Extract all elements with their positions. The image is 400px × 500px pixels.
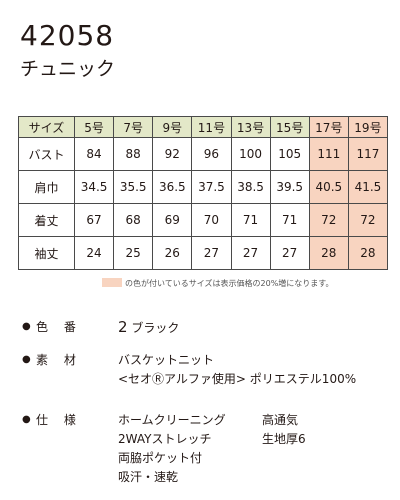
bullet-icon: ●: [22, 321, 31, 332]
table-row-sleeve: 袖丈 24 25 26 27 27 27 28 28: [18, 236, 389, 270]
table-cell-premium: 28: [308, 236, 349, 270]
size-header-cell: 13号: [230, 116, 271, 138]
table-cell: 38.5: [230, 170, 271, 204]
spec-label: 仕 様: [36, 413, 82, 427]
table-cell-premium: 111: [308, 137, 349, 171]
table-cell: 27: [191, 236, 232, 270]
feature-item: 生地厚6: [262, 432, 306, 446]
material-line1: バスケットニット: [118, 353, 215, 367]
size-table: サイズ 5号 7号 9号 11号 13号 15号 17号 19号 バスト 84 …: [18, 116, 389, 270]
table-cell: 92: [152, 137, 193, 171]
size-header-cell: 7号: [113, 116, 154, 138]
size-header-cell: 9号: [152, 116, 193, 138]
table-cell: 35.5: [113, 170, 154, 204]
feature-item: 両脇ポケット付: [118, 451, 203, 465]
feature-item: 高通気: [262, 413, 299, 427]
feature-item: 2WAYストレッチ: [118, 432, 212, 446]
table-cell: 27: [269, 236, 310, 270]
size-header-cell-premium: 17号: [308, 116, 349, 138]
table-cell: 36.5: [152, 170, 193, 204]
table-cell: 88: [113, 137, 154, 171]
legend-swatch: [102, 278, 122, 287]
table-cell: 39.5: [269, 170, 310, 204]
table-cell-premium: 72: [308, 203, 349, 237]
material-line2: <セオⓇアルファ使用> ポリエステル100%: [118, 372, 357, 386]
table-cell: 84: [73, 137, 115, 171]
size-header-cell-premium: 19号: [347, 116, 389, 138]
color-name: ブラック: [131, 321, 180, 335]
table-row-length: 着丈 67 68 69 70 71 71 72 72: [18, 203, 389, 237]
table-cell: 71: [269, 203, 310, 237]
size-header-cell: 11号: [191, 116, 232, 138]
product-code: 42058: [20, 19, 115, 52]
spec-label: 素 材: [36, 353, 82, 367]
table-cell: 68: [113, 203, 154, 237]
table-cell-premium: 117: [347, 137, 389, 171]
bullet-icon: ●: [22, 414, 31, 425]
bullet-icon: ●: [22, 354, 31, 365]
table-cell: 26: [152, 236, 193, 270]
table-cell: 37.5: [191, 170, 232, 204]
table-cell: 24: [73, 236, 115, 270]
table-cell: 100: [230, 137, 271, 171]
spec-label: 色 番: [36, 320, 82, 334]
table-cell-premium: 72: [347, 203, 389, 237]
size-header-row: サイズ 5号 7号 9号 11号 13号 15号 17号 19号: [18, 116, 389, 138]
table-row-bust: バスト 84 88 92 96 100 105 111 117: [18, 137, 389, 171]
row-label: 袖丈: [18, 236, 75, 270]
row-label: 肩巾: [18, 170, 75, 204]
size-header-label: サイズ: [18, 116, 75, 138]
table-cell-premium: 41.5: [347, 170, 389, 204]
legend-text: の色が付いているサイズは表示価格の20%増になります。: [125, 279, 334, 288]
table-cell: 25: [113, 236, 154, 270]
table-cell: 96: [191, 137, 232, 171]
table-cell: 105: [269, 137, 310, 171]
feature-item: ホームクリーニング: [118, 413, 226, 427]
row-label: 着丈: [18, 203, 75, 237]
table-cell-premium: 40.5: [308, 170, 349, 204]
table-cell: 67: [73, 203, 115, 237]
row-label: バスト: [18, 137, 75, 171]
table-cell: 70: [191, 203, 232, 237]
table-cell-premium: 28: [347, 236, 389, 270]
size-header-cell: 15号: [269, 116, 310, 138]
spec-value: 2 ブラック: [118, 318, 179, 337]
product-name: チュニック: [20, 58, 116, 80]
color-number: 2: [118, 318, 128, 336]
table-cell: 34.5: [73, 170, 115, 204]
table-cell: 27: [230, 236, 271, 270]
table-cell: 69: [152, 203, 193, 237]
table-cell: 71: [230, 203, 271, 237]
feature-item: 吸汗・速乾: [118, 470, 179, 484]
table-row-shoulder: 肩巾 34.5 35.5 36.5 37.5 38.5 39.5 40.5 41…: [18, 170, 389, 204]
size-header-cell: 5号: [73, 116, 115, 138]
price-legend: の色が付いているサイズは表示価格の20%増になります。: [102, 277, 334, 290]
